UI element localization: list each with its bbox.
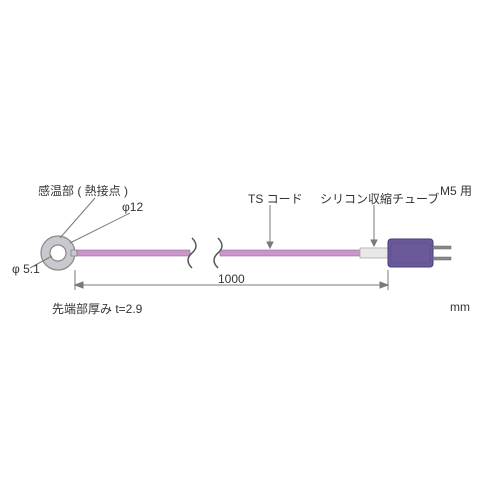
- connector: [388, 239, 451, 267]
- label-inner-dia: φ 5.1: [12, 262, 40, 276]
- label-model: M5 用: [440, 182, 472, 199]
- shrink-tube: [360, 248, 388, 258]
- label-unit: mm: [450, 300, 470, 314]
- label-outer-dia: φ12: [122, 200, 143, 214]
- leader-lines: [30, 198, 377, 268]
- label-ts-cord: TS コード: [248, 190, 303, 207]
- sensor-ring: [41, 236, 77, 270]
- label-cable-length: 1000: [218, 272, 245, 286]
- label-shrink-tube: シリコン収縮チューブ: [320, 190, 439, 207]
- break-mark: [188, 238, 222, 268]
- label-tip-thickness: 先端部厚み t=2.9: [52, 300, 142, 317]
- thermocouple-diagram: [0, 0, 500, 500]
- label-sensing-part: 感温部 ( 熱接点 ): [38, 182, 128, 199]
